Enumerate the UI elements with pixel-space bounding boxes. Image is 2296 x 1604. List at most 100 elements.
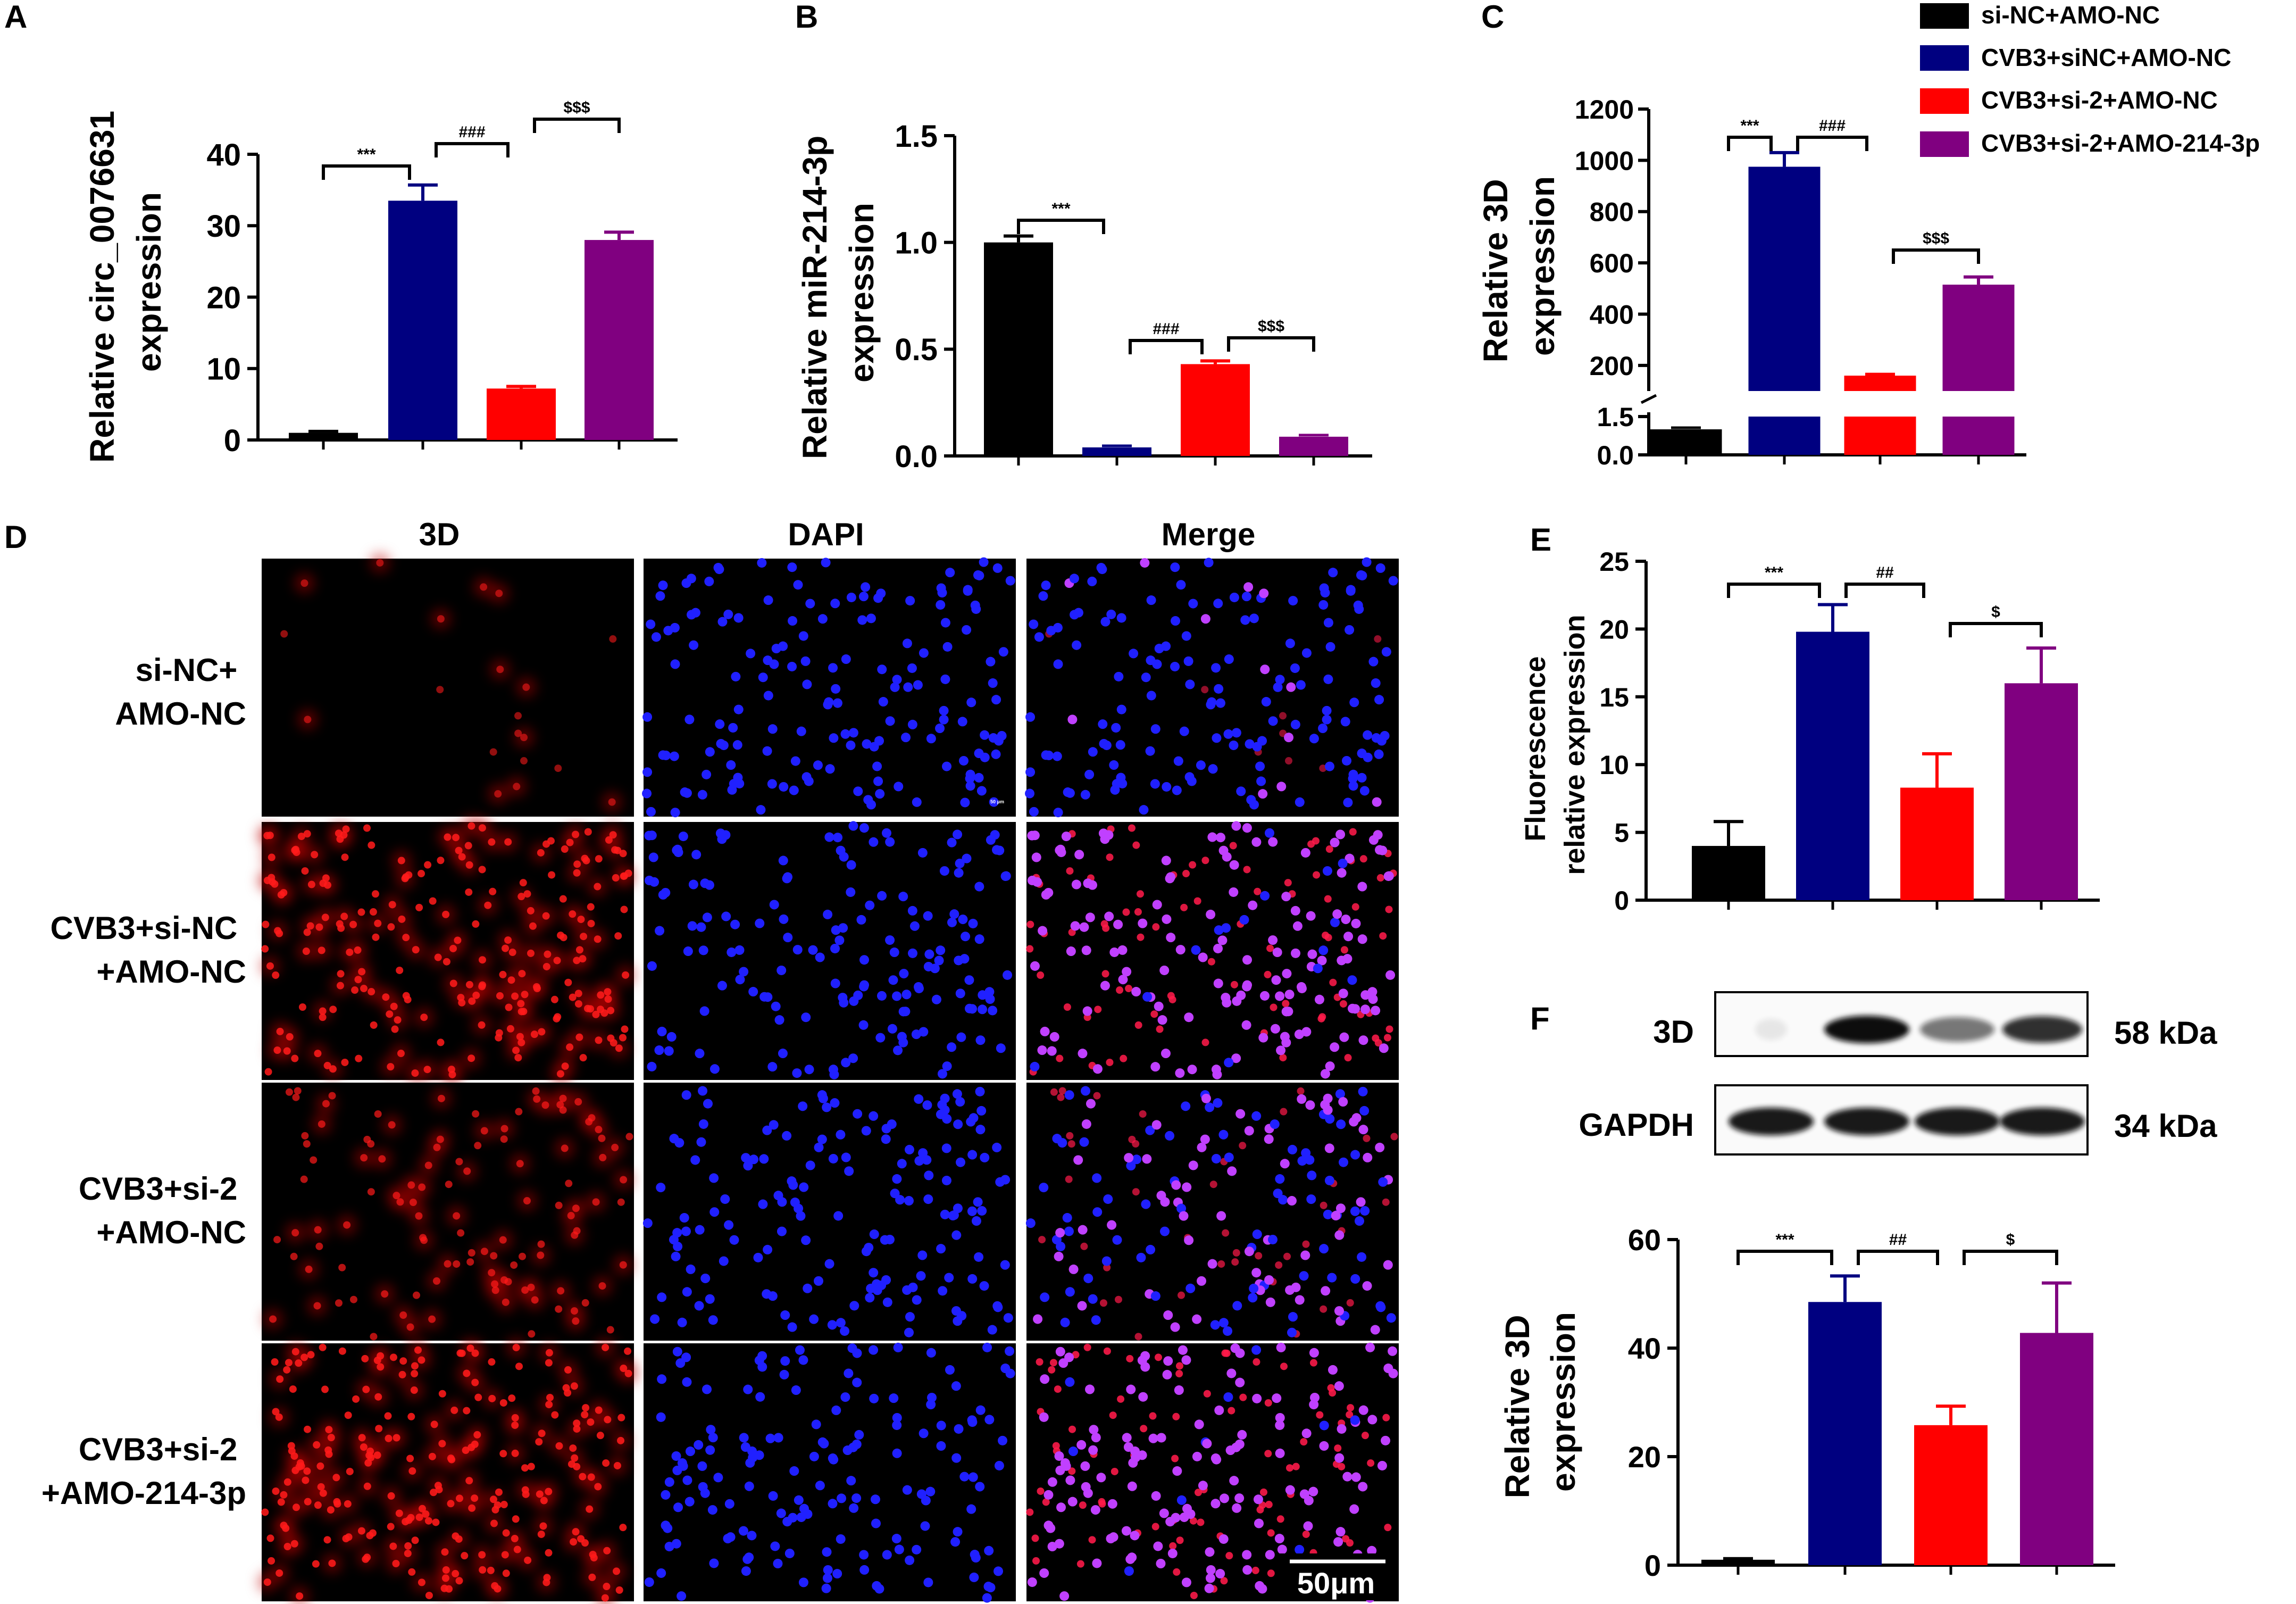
micrograph-background — [262, 559, 634, 817]
dapi-nucleus — [963, 586, 973, 596]
dapi-nucleus — [648, 852, 658, 862]
dapi-nucleus — [646, 807, 656, 817]
merge-nucleus — [1131, 987, 1141, 997]
red-cell — [349, 920, 357, 928]
red-cell — [514, 712, 522, 720]
dapi-nucleus — [697, 789, 707, 800]
merge-nucleus — [1300, 1250, 1310, 1260]
dapi-nucleus — [926, 1348, 936, 1358]
dapi-nucleus — [792, 1068, 802, 1078]
red-cell — [361, 1354, 369, 1362]
red-cell — [387, 1063, 395, 1071]
dapi-nucleus — [897, 1032, 907, 1042]
red-cell — [455, 846, 463, 854]
merge-nucleus — [1176, 1203, 1187, 1214]
merge-nucleus — [1069, 574, 1079, 584]
merge-nucleus — [1148, 1433, 1158, 1443]
red-cell — [471, 1494, 479, 1502]
red-cell — [511, 992, 519, 1000]
merge-red-cell — [1313, 871, 1321, 879]
merge-nucleus — [1303, 1521, 1313, 1531]
dapi-nucleus — [829, 1455, 839, 1465]
merge-red-cell — [1026, 945, 1034, 953]
dapi-nucleus — [966, 1117, 976, 1127]
dapi-nucleus — [890, 1189, 900, 1199]
merge-nucleus — [1206, 700, 1216, 710]
dapi-nucleus — [974, 934, 984, 944]
red-cell — [354, 976, 362, 984]
dapi-nucleus — [673, 1502, 683, 1512]
red-cell — [572, 1204, 580, 1212]
merge-nucleus — [1150, 724, 1160, 734]
merge-red-cell — [1267, 1569, 1275, 1577]
merge-nucleus — [1345, 625, 1355, 635]
red-cell — [547, 837, 555, 845]
dapi-nucleus — [730, 919, 740, 929]
merge-nucleus — [1324, 761, 1334, 771]
dapi-nucleus — [774, 1015, 784, 1025]
merge-nucleus — [1248, 900, 1258, 910]
merge-nucleus — [1200, 1134, 1210, 1144]
merge-red-cell — [1231, 1258, 1239, 1266]
red-cell — [462, 1447, 470, 1455]
dapi-nucleus — [746, 649, 756, 659]
red-cell — [372, 933, 380, 941]
dapi-nucleus — [670, 808, 680, 818]
dapi-nucleus — [955, 858, 965, 868]
merge-nucleus — [1336, 1119, 1346, 1129]
merge-nucleus — [1231, 728, 1241, 738]
dapi-nucleus — [846, 860, 856, 870]
red-cell — [358, 1434, 366, 1442]
merge-nucleus — [1109, 760, 1119, 770]
red-cell — [569, 993, 577, 1001]
merge-nucleus — [1296, 680, 1306, 690]
dapi-nucleus — [992, 563, 1003, 573]
dapi-nucleus — [882, 1297, 892, 1307]
panel-f: F 3D GAPDH 58 kDa 34 kDa Relative 3D exp… — [1498, 991, 2217, 1582]
dapi-nucleus — [673, 844, 683, 854]
dapi-nucleus — [885, 837, 895, 847]
red-cell — [607, 1034, 615, 1042]
red-cell — [608, 798, 616, 806]
merge-nucleus — [1236, 786, 1246, 796]
merge-red-cell — [1223, 1349, 1231, 1357]
red-cell — [499, 1399, 507, 1407]
dapi-nucleus — [796, 1512, 806, 1522]
merge-nucleus — [1206, 909, 1216, 919]
merge-nucleus — [1141, 672, 1151, 683]
dapi-nucleus — [757, 558, 767, 568]
dapi-nucleus — [649, 877, 659, 887]
merge-nucleus — [1248, 1293, 1258, 1303]
merge-nucleus — [1277, 1544, 1287, 1555]
red-cell — [507, 976, 515, 984]
panel-f-bar — [2020, 1333, 2093, 1565]
merge-nucleus — [1092, 1064, 1103, 1074]
red-cell — [512, 1343, 520, 1351]
red-cell — [304, 1498, 312, 1506]
merge-nucleus — [1252, 1229, 1262, 1240]
dapi-nucleus — [783, 872, 793, 882]
panel-a-significance-bracket — [435, 142, 510, 157]
dapi-nucleus — [671, 1251, 681, 1261]
dapi-nucleus — [866, 800, 876, 810]
red-cell — [413, 1291, 421, 1299]
red-cell — [506, 1025, 514, 1033]
panel-d-row4-label: CVB3+si-2 +AMO-214-3p — [41, 1432, 246, 1511]
red-cell — [553, 957, 561, 965]
merge-nucleus — [1192, 1314, 1202, 1324]
red-cell — [584, 828, 592, 836]
blot-label-3d: 3D — [1653, 1014, 1694, 1050]
red-cell — [496, 992, 504, 1000]
panel-f-significance-bracket — [1736, 1250, 1833, 1265]
red-cell — [474, 1142, 482, 1150]
merge-red-cell — [1093, 1092, 1101, 1100]
red-cell — [396, 966, 404, 974]
merge-nucleus — [1350, 1415, 1360, 1425]
dapi-nucleus — [657, 1026, 667, 1036]
red-cell — [442, 910, 450, 918]
merge-nucleus — [1142, 992, 1153, 1002]
panel-e-significance-label: ## — [1876, 564, 1894, 581]
merge-red-cell — [1316, 1411, 1324, 1419]
merge-nucleus — [1287, 1327, 1297, 1337]
